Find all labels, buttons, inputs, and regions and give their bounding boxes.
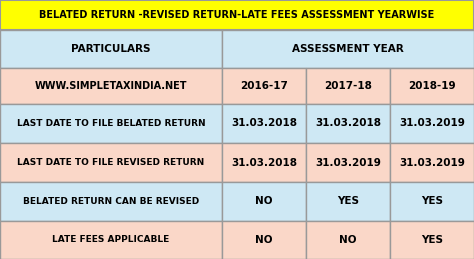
Text: 2017-18: 2017-18 xyxy=(324,81,372,91)
Text: YES: YES xyxy=(337,197,359,206)
Bar xyxy=(390,221,474,259)
Bar xyxy=(390,182,474,221)
Text: LAST DATE TO FILE REVISED RETURN: LAST DATE TO FILE REVISED RETURN xyxy=(18,158,205,167)
Text: YES: YES xyxy=(421,197,443,206)
Text: YES: YES xyxy=(421,235,443,245)
Bar xyxy=(0,68,222,104)
Text: 31.03.2018: 31.03.2018 xyxy=(315,119,381,128)
Bar xyxy=(390,104,474,143)
Text: LATE FEES APPLICABLE: LATE FEES APPLICABLE xyxy=(52,235,170,244)
Bar xyxy=(0,221,222,259)
Bar xyxy=(0,0,474,30)
Text: PARTICULARS: PARTICULARS xyxy=(71,44,151,54)
Text: ASSESSMENT YEAR: ASSESSMENT YEAR xyxy=(292,44,404,54)
Text: NO: NO xyxy=(255,197,273,206)
Bar xyxy=(306,182,390,221)
Text: 31.03.2019: 31.03.2019 xyxy=(399,119,465,128)
Text: 31.03.2018: 31.03.2018 xyxy=(231,119,297,128)
Text: 31.03.2018: 31.03.2018 xyxy=(231,157,297,168)
Text: 2018-19: 2018-19 xyxy=(408,81,456,91)
Text: WWW.SIMPLETAXINDIA.NET: WWW.SIMPLETAXINDIA.NET xyxy=(35,81,187,91)
Bar xyxy=(390,68,474,104)
Text: NO: NO xyxy=(339,235,357,245)
Bar xyxy=(0,143,222,182)
Text: 31.03.2019: 31.03.2019 xyxy=(315,157,381,168)
Bar xyxy=(222,68,306,104)
Bar xyxy=(390,143,474,182)
Bar xyxy=(222,143,306,182)
Bar xyxy=(306,221,390,259)
Bar xyxy=(0,30,222,68)
Text: BELATED RETURN CAN BE REVISED: BELATED RETURN CAN BE REVISED xyxy=(23,197,199,206)
Text: 2016-17: 2016-17 xyxy=(240,81,288,91)
Text: NO: NO xyxy=(255,235,273,245)
Bar xyxy=(0,104,222,143)
Text: www.simpletaxindia.net: www.simpletaxindia.net xyxy=(143,143,331,157)
Bar xyxy=(222,182,306,221)
Bar xyxy=(306,104,390,143)
Bar xyxy=(222,104,306,143)
Bar xyxy=(306,68,390,104)
Text: 31.03.2019: 31.03.2019 xyxy=(399,157,465,168)
Bar xyxy=(0,182,222,221)
Text: LAST DATE TO FILE BELATED RETURN: LAST DATE TO FILE BELATED RETURN xyxy=(17,119,205,128)
Bar xyxy=(306,143,390,182)
Bar xyxy=(222,221,306,259)
Text: BELATED RETURN -REVISED RETURN-LATE FEES ASSESSMENT YEARWISE: BELATED RETURN -REVISED RETURN-LATE FEES… xyxy=(39,10,435,20)
Bar xyxy=(222,30,474,68)
